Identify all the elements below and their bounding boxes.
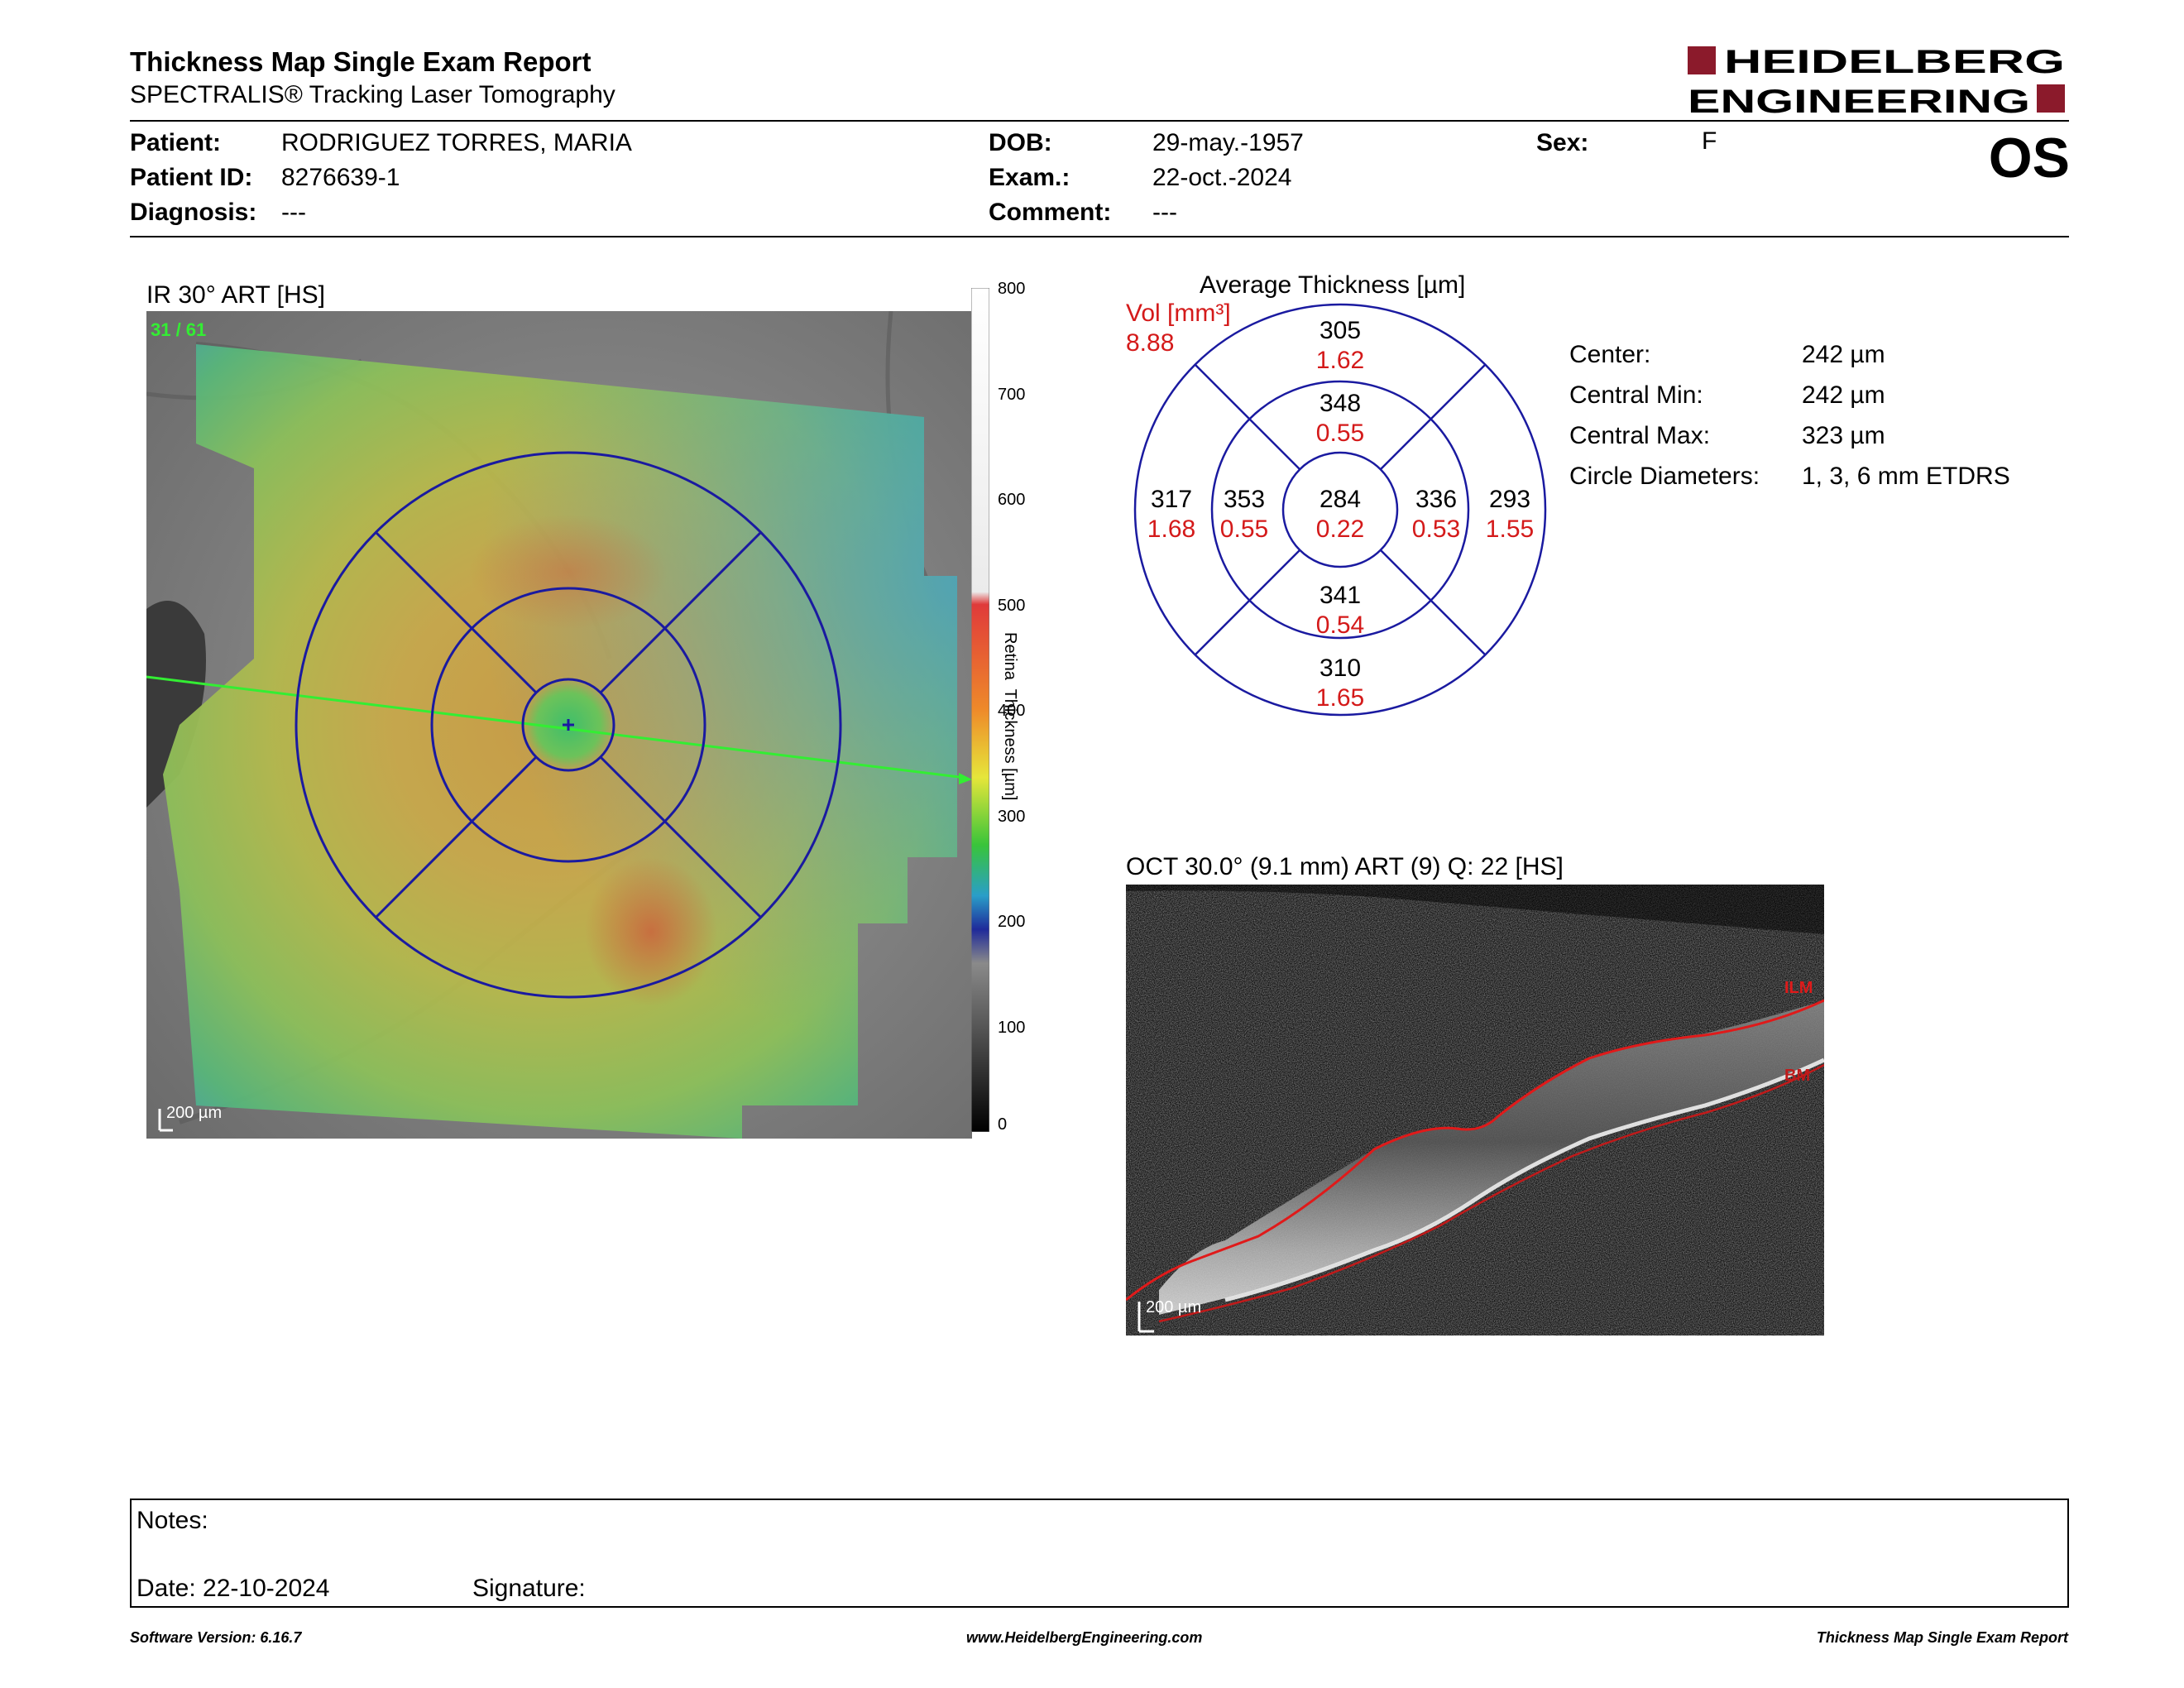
sector-outer-bottom-thickness: 310 — [1319, 655, 1362, 682]
report-subtitle: SPECTRALIS® Tracking Laser Tomography — [130, 81, 615, 108]
oct-title: OCT 30.0° (9.1 mm) ART (9) Q: 22 [HS] — [1126, 853, 1564, 880]
center-label: Center: — [1569, 341, 1651, 368]
svg-text:ENGINEERING: ENGINEERING — [1688, 84, 2030, 119]
ilm-label: ILM — [1784, 979, 1813, 997]
footer-report-name: Thickness Map Single Exam Report — [1816, 1629, 2068, 1646]
retina-layers — [1159, 1000, 1824, 1315]
colorbar-tick: 700 — [998, 385, 1026, 404]
central-max-value: 323 µm — [1802, 422, 1885, 449]
footer-website[interactable]: www.HeidelbergEngineering.com — [966, 1629, 1203, 1646]
fundus-image: 31 / 61 200 µm — [146, 311, 972, 1139]
circle-diameters-value: 1, 3, 6 mm ETDRS — [1802, 463, 2010, 490]
dob-label: DOB: — [989, 129, 1052, 156]
colorbar-tick: 100 — [998, 1018, 1026, 1037]
sector-inner-top-volume: 0.55 — [1315, 420, 1365, 447]
signature-label: Signature: — [472, 1575, 586, 1602]
patient-id-value: 8276639-1 — [281, 164, 400, 191]
diagnosis-label: Diagnosis: — [130, 199, 257, 226]
patient-name: RODRIGUEZ TORRES, MARIA — [281, 129, 632, 156]
exam-label: Exam.: — [989, 164, 1070, 191]
sector-inner-top-thickness: 348 — [1319, 390, 1362, 417]
sector-outer-right-volume: 1.55 — [1485, 516, 1535, 543]
colorbar-label: Retina Thickness [µm] — [1001, 632, 1019, 801]
colorbar-tick: 600 — [998, 491, 1026, 509]
svg-text:HEIDELBERG: HEIDELBERG — [1724, 44, 2065, 80]
sector-inner-bottom-thickness: 341 — [1319, 582, 1362, 609]
comment-value: --- — [1152, 199, 1177, 226]
circle-diameters-label: Circle Diameters: — [1569, 463, 1760, 490]
ilm-line — [1126, 999, 1824, 1302]
fundus-scale-bar: 200 µm — [166, 1104, 223, 1122]
sex-label: Sex: — [1536, 129, 1589, 156]
patient-id-label: Patient ID: — [130, 164, 253, 191]
colorbar-tick: 800 — [998, 280, 1026, 298]
oct-scale-bar: 200 µm — [1146, 1298, 1202, 1316]
dob-value: 29-may.-1957 — [1152, 129, 1304, 156]
optic-disc — [146, 601, 206, 808]
sector-center-thickness: 284 — [1319, 486, 1362, 513]
bm-line — [1158, 1063, 1824, 1323]
colorbar-tick: 300 — [998, 807, 1026, 826]
frame-counter: 31 / 61 — [151, 319, 207, 340]
vol-total: 8.88 — [1126, 329, 1175, 357]
header-divider — [130, 120, 2069, 122]
patient-divider — [130, 236, 2069, 237]
sector-outer-top-thickness: 305 — [1319, 317, 1362, 344]
center-value: 242 µm — [1802, 341, 1885, 368]
footer-software-version: Software Version: 6.16.7 — [130, 1629, 302, 1646]
etdrs-grid — [1133, 303, 1547, 717]
colorbar-tick: 200 — [998, 913, 1026, 931]
central-min-value: 242 µm — [1802, 381, 1885, 409]
etdrs-grid-overlay — [295, 451, 842, 999]
sector-inner-left-volume: 0.55 — [1219, 516, 1269, 543]
notes-label: Notes: — [136, 1507, 208, 1534]
vol-label: Vol [mm³] — [1126, 300, 1231, 327]
bm-label: BM — [1784, 1067, 1811, 1085]
thickness-colorbar — [971, 288, 989, 1132]
scan-line — [146, 675, 966, 779]
sector-inner-bottom-volume: 0.54 — [1315, 611, 1365, 639]
heidelberg-logo: HEIDELBERG ENGINEERING — [1688, 44, 2065, 119]
sector-inner-left-thickness: 353 — [1223, 486, 1266, 513]
colorbar-tick: 0 — [998, 1115, 1008, 1134]
sector-inner-right-volume: 0.53 — [1411, 516, 1461, 543]
sector-outer-right-thickness: 293 — [1488, 486, 1531, 513]
colorbar-tick: 500 — [998, 596, 1026, 615]
sector-outer-bottom-volume: 1.65 — [1315, 684, 1365, 712]
central-max-label: Central Max: — [1569, 422, 1711, 449]
sector-outer-left-volume: 1.68 — [1147, 516, 1196, 543]
etdrs-title: Average Thickness [µm] — [1200, 271, 1466, 299]
diagnosis-value: --- — [281, 199, 306, 226]
date-label: Date: 22-10-2024 — [136, 1575, 330, 1602]
fundus-title: IR 30° ART [HS] — [146, 281, 325, 309]
oct-bscan-image: ILM BM 200 µm — [1126, 885, 1824, 1336]
eye-indicator: OS — [1988, 127, 2070, 189]
sector-inner-right-thickness: 336 — [1415, 486, 1458, 513]
sector-center-volume: 0.22 — [1315, 516, 1365, 543]
sex-value: F — [1702, 127, 1717, 155]
patient-label: Patient: — [130, 129, 222, 156]
central-min-label: Central Min: — [1569, 381, 1703, 409]
notes-box[interactable]: Notes: Date: 22-10-2024 Signature: — [130, 1499, 2069, 1608]
colorbar-tick: 400 — [998, 702, 1026, 720]
sector-outer-top-volume: 1.62 — [1315, 347, 1365, 374]
comment-label: Comment: — [989, 199, 1112, 226]
sector-outer-left-thickness: 317 — [1150, 486, 1193, 513]
exam-value: 22-oct.-2024 — [1152, 164, 1292, 191]
report-title: Thickness Map Single Exam Report — [130, 46, 592, 77]
